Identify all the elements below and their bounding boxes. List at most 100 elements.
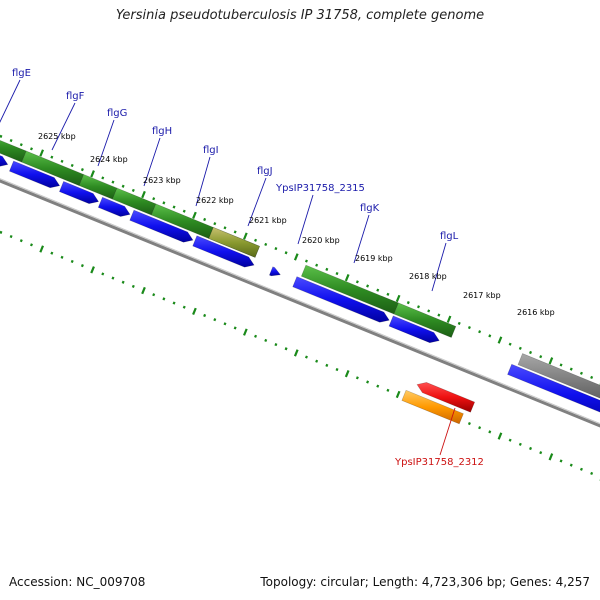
tick-mark bbox=[50, 251, 54, 255]
feature-track bbox=[0, 139, 600, 425]
tick-mark bbox=[39, 149, 45, 157]
tick-mark bbox=[478, 426, 482, 430]
tick-mark bbox=[203, 217, 207, 222]
gene-labels: flgE flgF flgG flgH flgI flgJYpsIP31758_2315f… bbox=[12, 68, 484, 468]
tick-mark bbox=[559, 363, 563, 367]
tick-mark bbox=[264, 242, 268, 247]
tick-mark bbox=[101, 176, 105, 180]
leader-line bbox=[143, 137, 161, 187]
kbp-label: 2618 kbp bbox=[409, 272, 447, 281]
cds-blue-arrow bbox=[129, 209, 194, 243]
tick-mark bbox=[29, 147, 33, 151]
tick-mark bbox=[304, 259, 308, 263]
gene-label: flgK bbox=[360, 203, 380, 214]
tick-mark bbox=[497, 432, 503, 440]
gene-label: flgF bbox=[66, 91, 85, 102]
tick-mark bbox=[315, 359, 319, 363]
tick-mark bbox=[315, 263, 319, 267]
highlight-orange-feature bbox=[401, 389, 464, 425]
tick-mark bbox=[223, 226, 227, 230]
cds-blue-arrow bbox=[9, 160, 61, 189]
kbp-label: 2625 kbp bbox=[38, 132, 76, 141]
tick-mark bbox=[529, 446, 533, 451]
gene-label: YpsIP31758_2315 bbox=[275, 183, 365, 194]
leader-line bbox=[439, 407, 456, 456]
label-leaders bbox=[0, 79, 456, 456]
gene-label: flgH bbox=[152, 126, 172, 137]
tick-mark bbox=[19, 239, 23, 243]
tick-mark bbox=[243, 328, 248, 336]
topology-text: Topology: circular; Length: 4,723,306 bp… bbox=[260, 575, 590, 589]
gene-label: flgJ bbox=[257, 166, 273, 177]
leader-line bbox=[195, 156, 211, 207]
outer-tick-track bbox=[0, 134, 600, 385]
tick-mark bbox=[529, 350, 533, 355]
tick-mark bbox=[213, 318, 217, 322]
tick-mark bbox=[437, 313, 441, 317]
tick-mark bbox=[0, 134, 3, 138]
tick-mark bbox=[0, 230, 3, 234]
gene-label: YpsIP31758_2312 bbox=[394, 457, 484, 468]
tick-mark bbox=[395, 294, 401, 303]
tick-mark bbox=[80, 264, 84, 268]
cds-green-block bbox=[393, 302, 457, 338]
tick-mark bbox=[508, 438, 512, 442]
tick-mark bbox=[111, 180, 115, 184]
tick-mark bbox=[548, 453, 554, 461]
gene-label: flgI bbox=[203, 145, 219, 156]
tick-mark bbox=[101, 272, 105, 276]
tick-mark bbox=[213, 222, 217, 226]
cds-green-block bbox=[0, 139, 27, 163]
tick-mark bbox=[70, 163, 74, 168]
tick-mark bbox=[427, 309, 431, 313]
kbp-label: 2616 kbp bbox=[517, 308, 555, 317]
tick-mark bbox=[497, 336, 503, 344]
leader-line bbox=[247, 177, 267, 227]
cds-blue-arrow bbox=[507, 363, 600, 413]
cds-blue-arrow bbox=[97, 196, 131, 217]
tick-mark bbox=[569, 463, 573, 467]
kbp-label: 2620 kbp bbox=[302, 236, 340, 245]
tick-mark bbox=[141, 190, 146, 199]
tick-mark bbox=[386, 292, 390, 296]
tick-mark bbox=[559, 459, 563, 463]
tick-mark bbox=[60, 255, 64, 259]
tick-mark bbox=[274, 247, 278, 251]
kbp-label: 2623 kbp bbox=[143, 176, 181, 185]
leader-line bbox=[51, 102, 76, 151]
tick-mark bbox=[254, 334, 258, 338]
tick-mark bbox=[376, 288, 380, 292]
tick-mark bbox=[131, 188, 135, 192]
tick-mark bbox=[539, 355, 543, 359]
tick-mark bbox=[446, 315, 452, 323]
kbp-labels: 2625 kbp 2624 kbp 2623 kbp 2622 kbp 2621 kbp… bbox=[38, 132, 555, 317]
tick-mark bbox=[548, 357, 554, 365]
tick-mark bbox=[355, 376, 359, 380]
cds-blue-arrow bbox=[388, 315, 440, 344]
gene-label: flgG bbox=[107, 108, 127, 119]
leader-line bbox=[0, 79, 21, 123]
tick-mark bbox=[223, 322, 227, 326]
tick-mark bbox=[304, 355, 308, 359]
gene-label: flgL bbox=[440, 231, 459, 242]
tick-mark bbox=[417, 305, 420, 309]
tick-mark bbox=[488, 334, 492, 338]
tick-mark bbox=[467, 421, 471, 426]
tick-mark bbox=[162, 201, 166, 205]
tick-mark bbox=[344, 370, 350, 378]
tick-mark bbox=[192, 307, 197, 316]
tick-mark bbox=[293, 349, 299, 357]
tick-mark bbox=[162, 297, 166, 301]
kbp-label: 2619 kbp bbox=[355, 254, 393, 263]
cds-blue-arrow bbox=[59, 180, 100, 204]
tick-mark bbox=[508, 342, 512, 346]
tick-mark bbox=[9, 234, 13, 239]
backbone-highlight bbox=[0, 178, 600, 425]
tick-mark bbox=[121, 280, 125, 284]
kbp-label: 2624 kbp bbox=[90, 155, 128, 164]
tick-mark bbox=[264, 338, 268, 343]
tick-mark bbox=[467, 325, 471, 330]
genome-backbone bbox=[0, 178, 600, 428]
gene-label: flgE bbox=[12, 68, 31, 79]
